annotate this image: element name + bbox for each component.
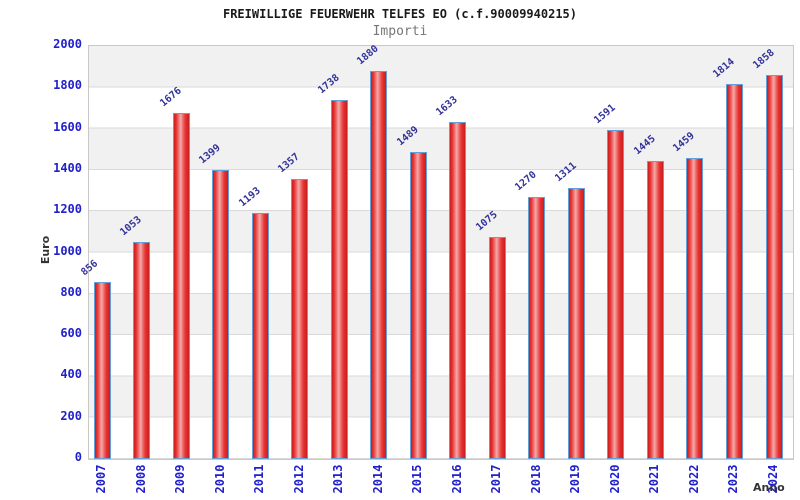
x-tick-label: 2013: [331, 464, 346, 494]
x-tick-label: 2023: [726, 464, 741, 494]
bar-value-label: 1814: [711, 56, 737, 81]
y-tick-label: 1200: [53, 202, 82, 217]
bar-2008: [133, 242, 151, 459]
bar-value-label: 1445: [632, 133, 658, 158]
bar-2023: [725, 84, 743, 459]
bar-value-label: 1591: [592, 102, 619, 127]
x-tick-label: 2014: [370, 464, 385, 494]
bar-2012: [291, 179, 309, 459]
bar-value-label: 1738: [315, 72, 342, 97]
bar-2011: [251, 213, 269, 459]
bar-value-label: 1311: [553, 160, 579, 185]
y-tick-label: 1000: [53, 243, 82, 258]
x-tick-label: 2012: [291, 464, 306, 494]
x-tick-label: 2011: [252, 464, 267, 494]
x-tick-label: 2007: [94, 464, 108, 494]
bar-2021: [646, 161, 664, 459]
bar-value-label: 1193: [236, 185, 263, 210]
bar-2018: [528, 197, 546, 459]
x-tick-label: 2010: [212, 464, 227, 494]
x-tick-label: 2015: [410, 464, 425, 494]
y-tick-label: 0: [74, 450, 82, 464]
bar-value-label: 1676: [157, 85, 184, 110]
bar-value-label: 1633: [434, 94, 461, 119]
bar-value-label: 1053: [118, 214, 144, 239]
bar-2007: [93, 282, 111, 459]
bar-2019: [567, 188, 585, 459]
x-tick-label: 2020: [607, 464, 622, 494]
bar-2016: [449, 122, 467, 459]
y-tick-label: 600: [60, 326, 82, 341]
bar-2013: [330, 100, 348, 459]
bar-value-label: 1357: [276, 151, 302, 176]
bar-value-label: 1858: [750, 47, 777, 72]
chart-title: FREIWILLIGE FEUERWEHR TELFES EO (c.f.900…: [222, 7, 577, 21]
y-tick-label: 2000: [53, 37, 82, 51]
bar-2015: [409, 152, 427, 459]
bar-2017: [488, 237, 506, 459]
x-tick-label: 2008: [133, 464, 148, 494]
x-tick-label: 2017: [489, 464, 504, 494]
bar-2020: [607, 130, 625, 459]
bar-value-label: 1489: [395, 124, 421, 149]
bar-2009: [172, 113, 190, 459]
bar-2024: [765, 75, 783, 459]
bar-value-label: 1270: [513, 169, 540, 194]
chart-subtitle: Importi: [372, 24, 428, 39]
bar-value-label: 1075: [474, 209, 500, 234]
bar-2022: [686, 158, 704, 459]
y-tick-label: 1800: [53, 78, 82, 93]
bar-2010: [212, 170, 230, 459]
bar-value-label: 1880: [355, 43, 382, 68]
bar-2014: [370, 71, 388, 459]
y-tick-label: 800: [60, 284, 82, 299]
y-tick-label: 400: [60, 367, 82, 382]
plot-area: 856 1053 1676 1399 1193 1357 1738 1880 1489 1633 1…: [79, 43, 794, 460]
x-tick-label: 2016: [449, 464, 464, 494]
x-tick-label: 2019: [568, 464, 583, 494]
bar-value-label: 856: [78, 258, 100, 279]
bar-value-label: 1459: [671, 130, 698, 155]
x-tick-label: 2018: [528, 464, 543, 494]
y-tick-label: 1400: [53, 160, 82, 175]
x-tick-label: 2009: [173, 464, 188, 494]
x-tick-label: 2022: [686, 464, 701, 494]
x-axis-title: Anno: [753, 481, 785, 494]
bar-value-label: 1399: [197, 142, 223, 167]
x-tick-label: 2021: [647, 464, 662, 494]
y-tick-label: 1600: [53, 119, 82, 134]
y-tick-label: 200: [60, 408, 82, 423]
y-axis-title: Euro: [39, 235, 52, 265]
